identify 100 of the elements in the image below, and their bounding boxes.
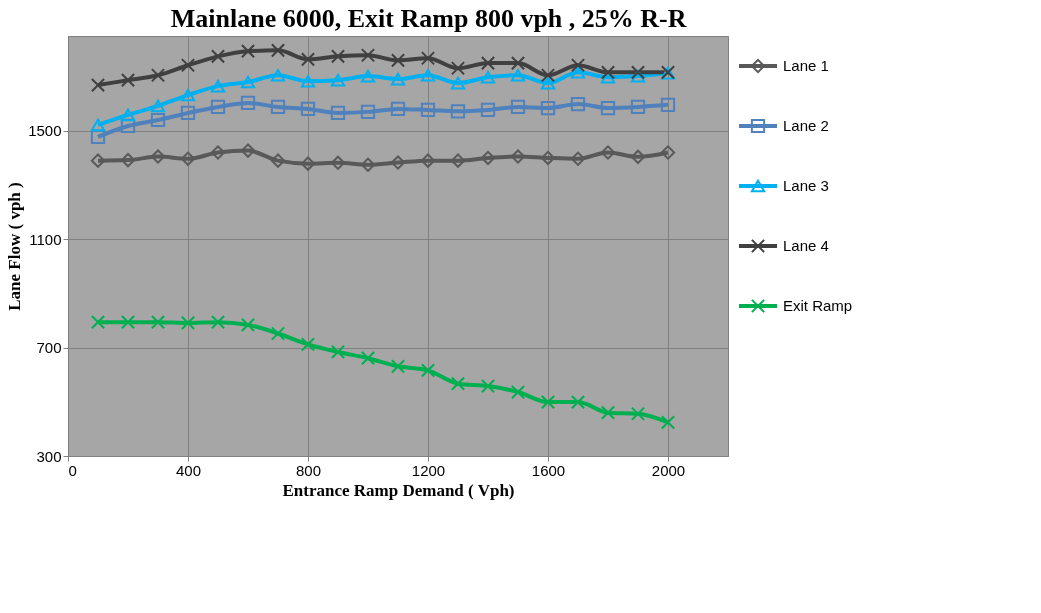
point: [330, 73, 346, 87]
y-tick-label: 300: [36, 447, 62, 465]
point: [600, 100, 616, 116]
y-tick-label: 700: [36, 339, 62, 357]
point: [150, 68, 166, 83]
point: [180, 315, 196, 331]
point: [330, 105, 346, 121]
point: [90, 77, 106, 93]
point: [480, 378, 496, 394]
point: [660, 415, 676, 430]
legend-label: Lane 4: [783, 237, 829, 254]
point: [630, 149, 646, 164]
point: [390, 359, 406, 374]
y-axis-title: Lane Flow ( vph ): [5, 182, 25, 311]
x-tick-label: 0: [68, 461, 77, 479]
point: [270, 68, 286, 82]
point: [90, 315, 106, 330]
point: [600, 405, 616, 420]
point: [390, 155, 406, 170]
point: [630, 406, 646, 421]
point: [420, 153, 436, 168]
point: [510, 384, 526, 400]
point: [300, 74, 316, 88]
point: [420, 363, 436, 378]
point: [570, 96, 586, 112]
point: [540, 394, 556, 410]
point: [420, 102, 436, 118]
point: [660, 97, 676, 112]
point: [480, 55, 496, 71]
point: [210, 315, 226, 330]
point: [300, 337, 316, 352]
x-tick-label: 400: [175, 461, 202, 479]
point: [90, 118, 106, 132]
point: [480, 70, 496, 84]
point: [600, 65, 616, 80]
point: [570, 66, 586, 79]
point: [120, 73, 136, 88]
point: [270, 326, 286, 341]
point: [150, 99, 166, 113]
point: [300, 101, 316, 117]
point: [270, 99, 286, 115]
point: [240, 317, 256, 332]
point: [540, 76, 556, 90]
point: [210, 49, 226, 64]
x-tick-label: 800: [295, 461, 322, 479]
point: [600, 145, 616, 160]
point: [510, 55, 526, 71]
point: [450, 376, 466, 391]
point: [300, 156, 316, 171]
point: [210, 99, 226, 115]
point: [540, 68, 556, 83]
point: [420, 51, 436, 66]
point: [360, 351, 376, 366]
point: [540, 150, 556, 166]
point: [210, 79, 226, 93]
point: [360, 69, 376, 83]
legend-label: Lane 3: [783, 177, 829, 194]
point: [330, 155, 346, 170]
point: [390, 72, 406, 86]
point: [450, 61, 466, 76]
point: [120, 315, 136, 330]
legend-label: Lane 2: [783, 117, 829, 134]
point: [420, 68, 436, 82]
point: [150, 315, 166, 330]
x-axis-title: Entrance Ramp Demand ( Vph): [282, 480, 515, 500]
point: [630, 99, 646, 115]
point: [360, 48, 376, 63]
chart-title: Mainlane 6000, Exit Ramp 800 vph , 25% R-R: [170, 3, 687, 33]
point: [210, 145, 226, 160]
point: [270, 43, 286, 58]
point: [300, 52, 316, 67]
point: [180, 105, 196, 121]
point: [240, 75, 256, 89]
point: [570, 151, 586, 166]
legend-label: Lane 1: [783, 57, 829, 74]
point: [510, 99, 526, 115]
point: [180, 151, 196, 166]
point: [570, 58, 586, 73]
point: [450, 104, 466, 119]
point: [390, 53, 406, 68]
point: [360, 157, 376, 172]
x-tick-label: 2000: [651, 461, 686, 479]
point: [480, 150, 496, 166]
point: [480, 102, 496, 118]
point: [240, 44, 256, 59]
point: [360, 104, 376, 119]
point: [240, 143, 256, 158]
point: [450, 153, 466, 168]
point: [90, 129, 106, 144]
point: [330, 49, 346, 64]
point: [540, 100, 556, 116]
point: [120, 152, 136, 168]
y-tick-label: 1500: [28, 122, 62, 140]
point: [510, 149, 526, 164]
point: [150, 112, 166, 128]
point: [390, 101, 406, 117]
point: [570, 394, 586, 410]
point: [120, 118, 136, 134]
point: [180, 58, 196, 73]
point: [510, 68, 526, 82]
